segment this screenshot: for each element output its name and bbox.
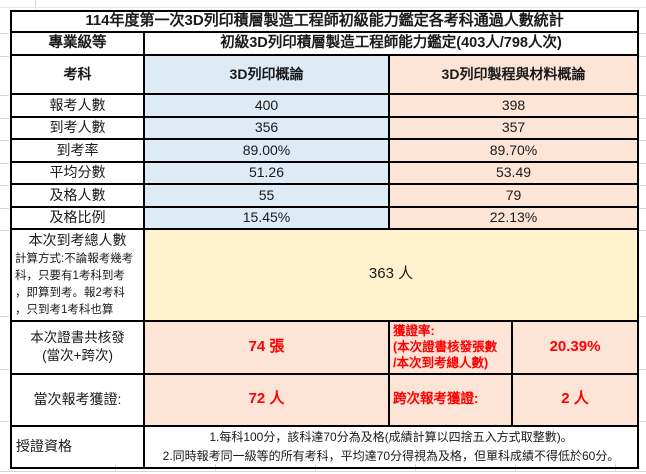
stat-value-subject2-cell[interactable]: 79 [387, 183, 640, 208]
sheet-gridline [0, 185, 9, 186]
cross-award-value-cell[interactable]: 2 人 [510, 372, 640, 427]
sheet-gridline [0, 7, 646, 8]
statistics-table: 114年度第一次3D列印積層製造工程師初級能力鑑定各考科通過人數統計 專業級等 … [9, 10, 640, 469]
stat-value-subject2-cell[interactable]: 53.49 [387, 161, 640, 185]
qualification-rules-cell[interactable]: 1.每科100分，該科達70分為及格(成績計算以四捨五入方式取整數)。 2.同時… [142, 424, 640, 469]
sheet-gridline [0, 163, 9, 164]
level-value-cell[interactable]: 初級3D列印積層製造工程師能力鑑定(403人/798人次) [142, 31, 640, 56]
sheet-gridline [0, 208, 9, 209]
sheet-gridline [0, 140, 9, 141]
attendance-total-value-cell[interactable]: 363 人 [142, 228, 640, 322]
attendance-total-label: 本次到考總人數 [28, 232, 127, 248]
stat-value-subject2-cell[interactable]: 357 [387, 116, 640, 140]
sheet-gridline [0, 471, 646, 472]
sheet-gridline [35, 0, 36, 9]
qualification-rule-2: 2.同時報考同一級等的所有考科，平均達70分得視為及格，但單科成績不得低於60分… [162, 448, 620, 463]
stat-value-subject1-cell[interactable]: 400 [143, 93, 390, 118]
subject-2-header-cell[interactable]: 3D列印製程與材料概論 [387, 54, 640, 95]
table-row: 及格人數 55 79 [10, 183, 640, 208]
sheet-gridline [639, 369, 646, 370]
table-row: 到考人數 356 357 [10, 116, 640, 140]
sheet-gridline [0, 95, 9, 96]
stat-value-subject1-cell[interactable]: 55 [143, 183, 390, 208]
sheet-gridline [0, 316, 9, 317]
certificate-issued-label-cell[interactable]: 本次證書共核發 (當次+跨次) [10, 319, 145, 375]
sheet-gridline [0, 33, 9, 34]
sheet-gridline [639, 140, 646, 141]
stat-label-cell[interactable]: 及格比例 [10, 206, 145, 230]
cross-award-label-cell[interactable]: 跨次報考獲證: [388, 372, 513, 427]
certificate-count-cell[interactable]: 74 張 [143, 319, 390, 375]
stat-value-subject2-cell[interactable]: 398 [387, 93, 640, 118]
sheet-gridline [639, 56, 646, 57]
attendance-total-note: 計算方式:不論報考幾考 科，只要有1考科到考 ，即算到考。報2考科 ，只到考1考… [15, 252, 134, 317]
subject-1-header-cell[interactable]: 3D列印概論 [143, 54, 390, 95]
stat-value-subject1-cell[interactable]: 51.26 [143, 161, 390, 185]
table-row: 及格比例 15.45% 22.13% [10, 206, 640, 230]
attendance-total-label-cell[interactable]: 本次到考總人數 計算方式:不論報考幾考 科，只要有1考科到考 ，即算到考。報2考… [10, 228, 145, 322]
stat-value-subject1-cell[interactable]: 89.00% [143, 138, 390, 163]
table-row: 報考人數 400 398 [10, 93, 640, 118]
stat-label-cell[interactable]: 及格人數 [10, 183, 145, 208]
sheet-gridline [639, 118, 646, 119]
sheet-gridline [639, 185, 646, 186]
stat-value-subject1-cell[interactable]: 356 [143, 116, 390, 140]
sheet-gridline [639, 208, 646, 209]
sheet-gridline [0, 421, 9, 422]
current-award-value-cell[interactable]: 72 人 [143, 372, 390, 427]
subject-header-label-cell[interactable]: 考科 [10, 54, 145, 95]
stat-value-subject1-cell[interactable]: 15.45% [143, 206, 390, 230]
sheet-gridline [639, 163, 646, 164]
stat-value-subject2-cell[interactable]: 89.70% [387, 138, 640, 163]
level-label-cell[interactable]: 專業級等 [10, 31, 145, 56]
table-row: 到考率 89.00% 89.70% [10, 138, 640, 163]
sheet-gridline [639, 421, 646, 422]
sheet-gridline [0, 230, 9, 231]
certificate-rate-value-cell[interactable]: 20.39% [510, 319, 640, 375]
certificate-rate-label-cell[interactable]: 獲證率: (本次證書核發張數 /本次到考總人數) [388, 319, 513, 375]
table-row: 平均分數 51.26 53.49 [10, 161, 640, 185]
stat-label-cell[interactable]: 報考人數 [10, 93, 145, 118]
sheet-gridline [639, 95, 646, 96]
sheet-gridline [0, 118, 9, 119]
qualification-rule-1: 1.每科100分，該科達70分為及格(成績計算以四捨五入方式取整數)。 [209, 429, 573, 444]
stat-value-subject2-cell[interactable]: 22.13% [387, 206, 640, 230]
stat-label-cell[interactable]: 到考率 [10, 138, 145, 163]
qualification-label-cell[interactable]: 授證資格 [10, 424, 145, 469]
table-title-cell[interactable]: 114年度第一次3D列印積層製造工程師初級能力鑑定各考科通過人數統計 [9, 10, 640, 33]
sheet-gridline [639, 33, 646, 34]
stat-label-cell[interactable]: 到考人數 [10, 116, 145, 140]
sheet-gridline [0, 56, 9, 57]
sheet-gridline [639, 230, 646, 231]
sheet-gridline [0, 369, 9, 370]
stat-label-cell[interactable]: 平均分數 [10, 161, 145, 185]
sheet-gridline [639, 316, 646, 317]
current-award-label-cell[interactable]: 當次報考獲證: [10, 372, 145, 427]
